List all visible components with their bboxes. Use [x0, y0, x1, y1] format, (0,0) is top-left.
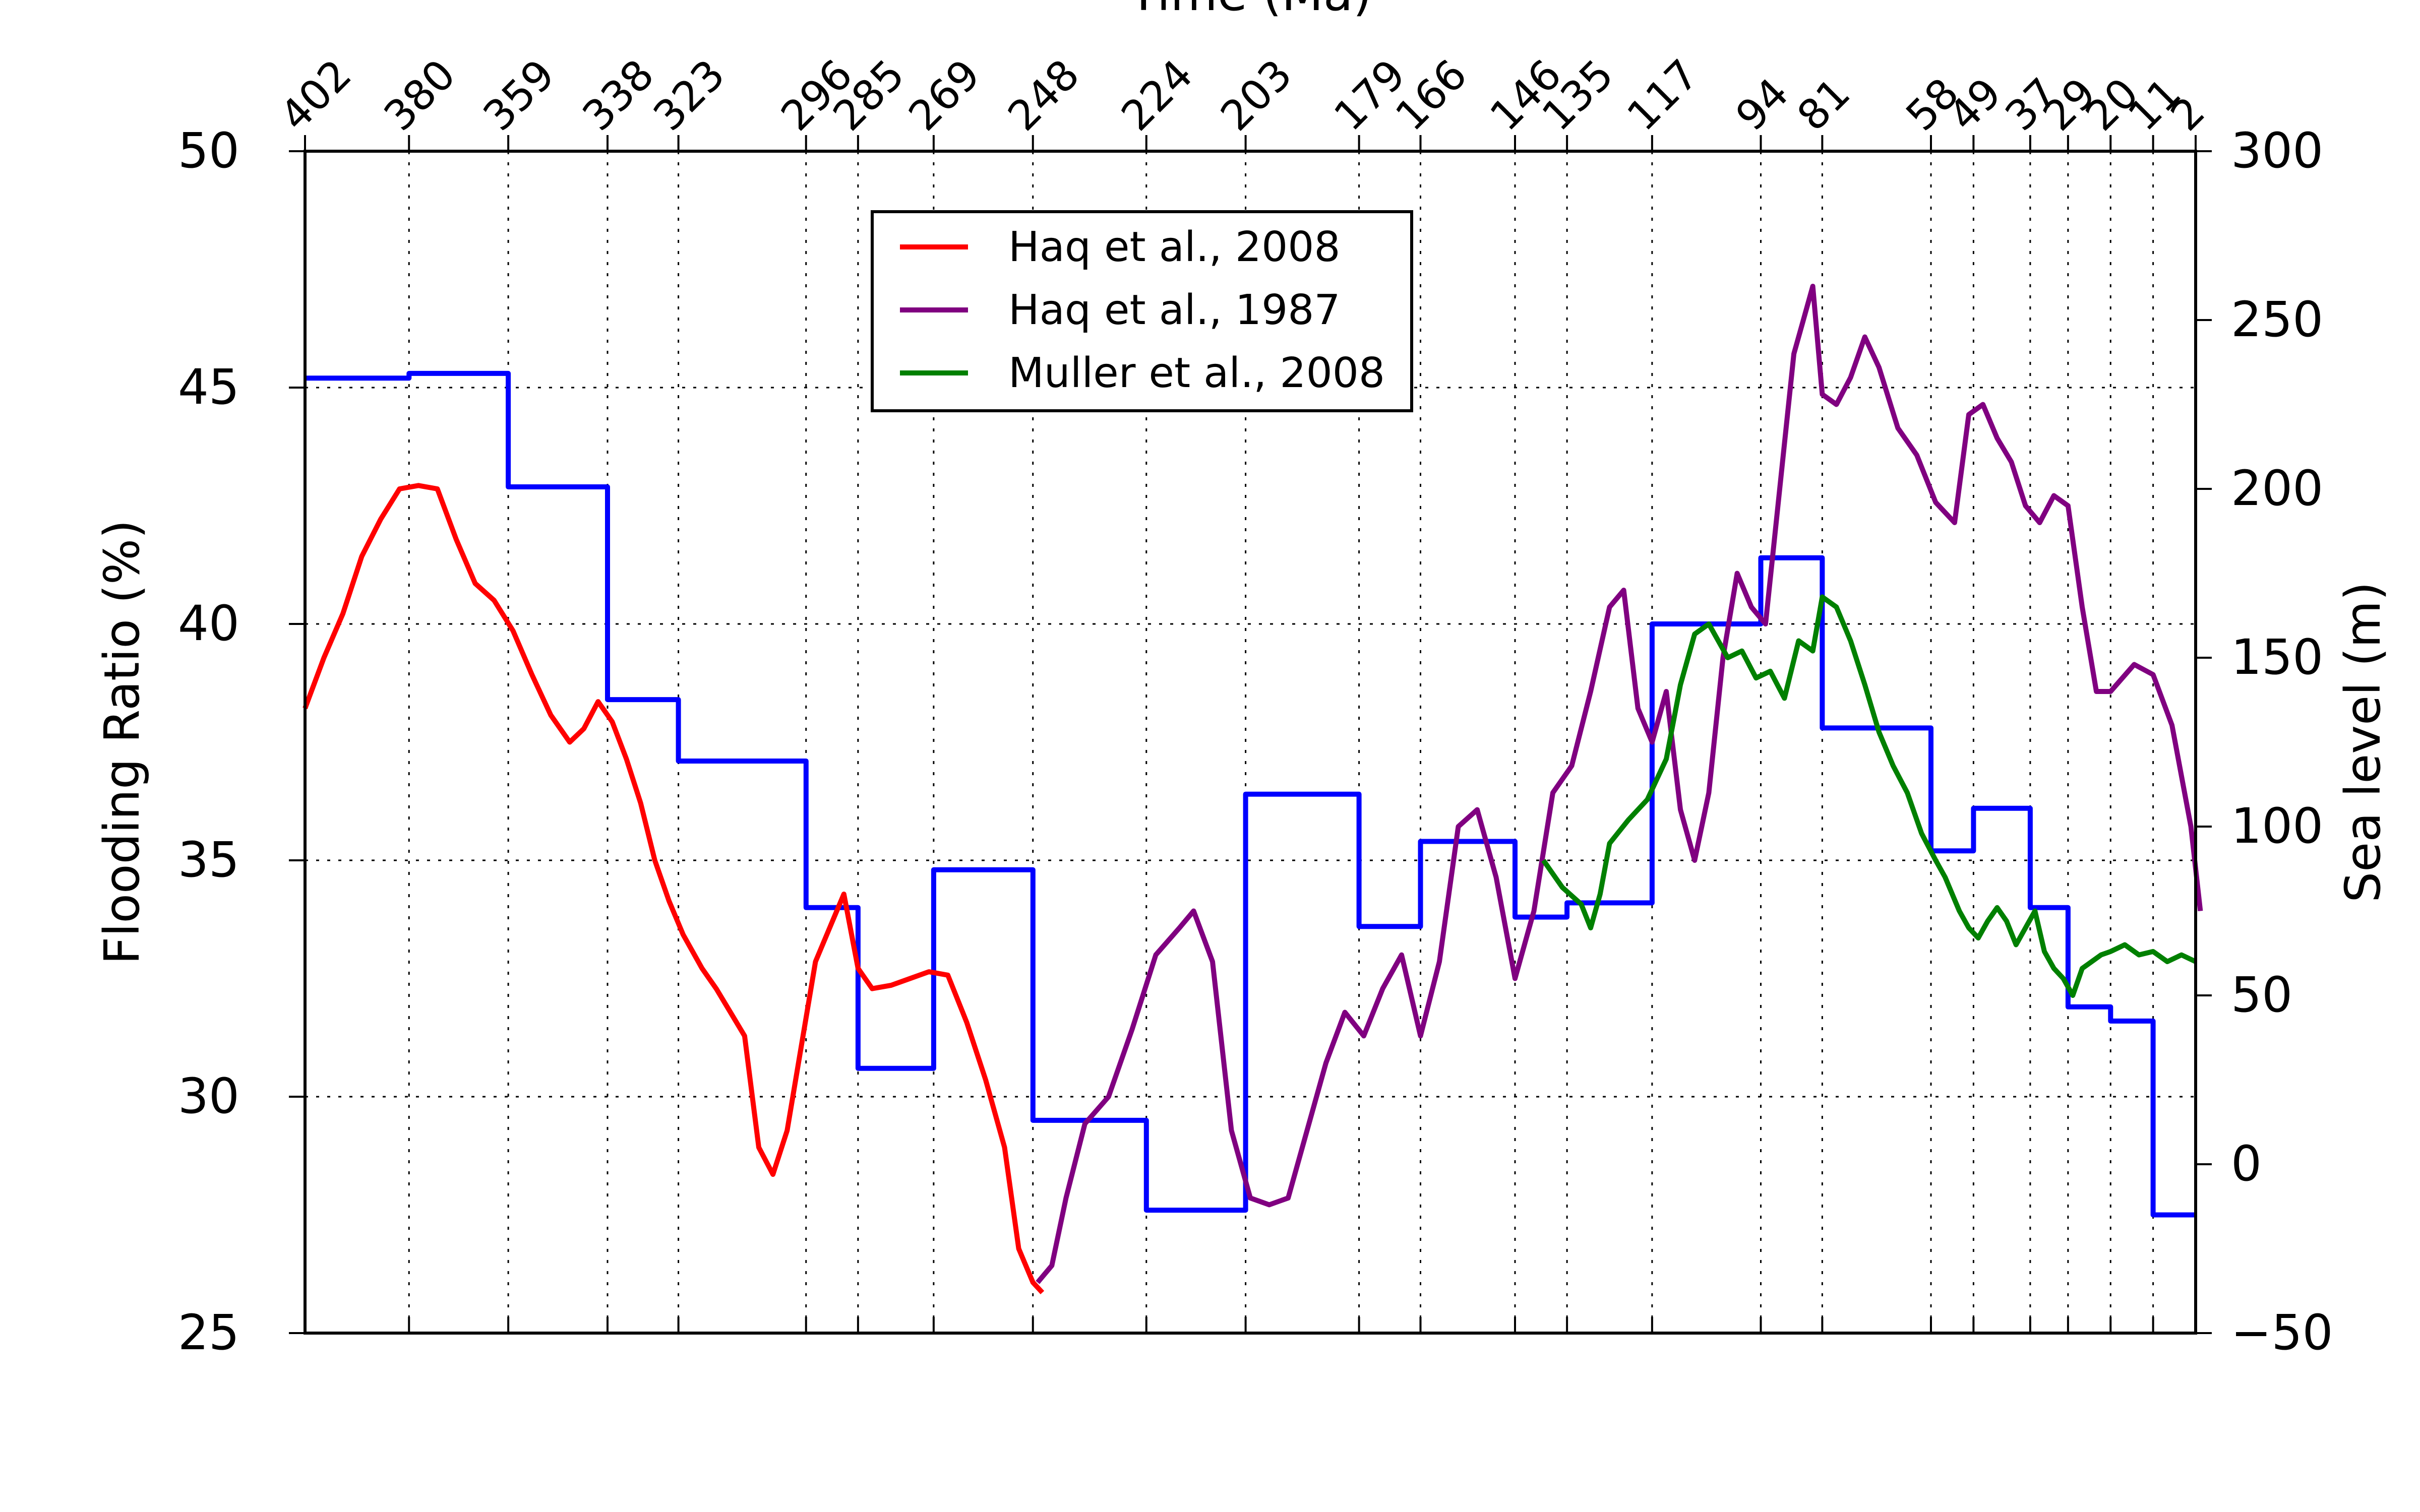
y-right-axis-title: Sea level (m) [2335, 582, 2391, 903]
series-line-flooding-ratio [305, 370, 2196, 1218]
y-right-tick-label: 0 [2231, 1136, 2262, 1192]
y-right-tick-label: −50 [2231, 1304, 2333, 1361]
y-right-tick-label: 100 [2231, 798, 2323, 854]
series-layer [302, 284, 2203, 1295]
legend-label-haq-2008: Haq et al., 2008 [1008, 223, 1341, 271]
legend: Haq et al., 2008 Haq et al., 1987 Muller… [871, 210, 1413, 412]
series-line-haq-et-al-1987 [1036, 284, 2203, 1284]
series-line-muller-et-al-2008 [1541, 594, 2197, 998]
x-axis-title: Time (Ma) [1128, 0, 1372, 22]
y-right-tick-label: 200 [2231, 460, 2323, 517]
y-right-tick-label: 250 [2231, 291, 2323, 348]
y-left-tick-label: 35 [178, 832, 239, 888]
y-left-axis-title: Flooding Ratio (%) [94, 520, 150, 964]
y-right-tick-label: 50 [2231, 967, 2292, 1023]
y-left-tick-label: 40 [178, 595, 239, 652]
plot-frame [304, 150, 2197, 1335]
legend-label-haq-1987: Haq et al., 1987 [1008, 286, 1341, 334]
y-right-tick-label: 150 [2231, 629, 2323, 685]
legend-label-muller-2008: Muller et al., 2008 [1008, 349, 1385, 397]
series-line-haq-et-al-2008 [302, 483, 1045, 1295]
y-left-tick-label: 50 [178, 122, 239, 179]
y-left-tick-label: 30 [178, 1068, 239, 1124]
y-right-tick-label: 300 [2231, 122, 2323, 179]
y-left-tick-label: 45 [178, 359, 239, 415]
y-left-tick-label: 25 [178, 1304, 239, 1361]
